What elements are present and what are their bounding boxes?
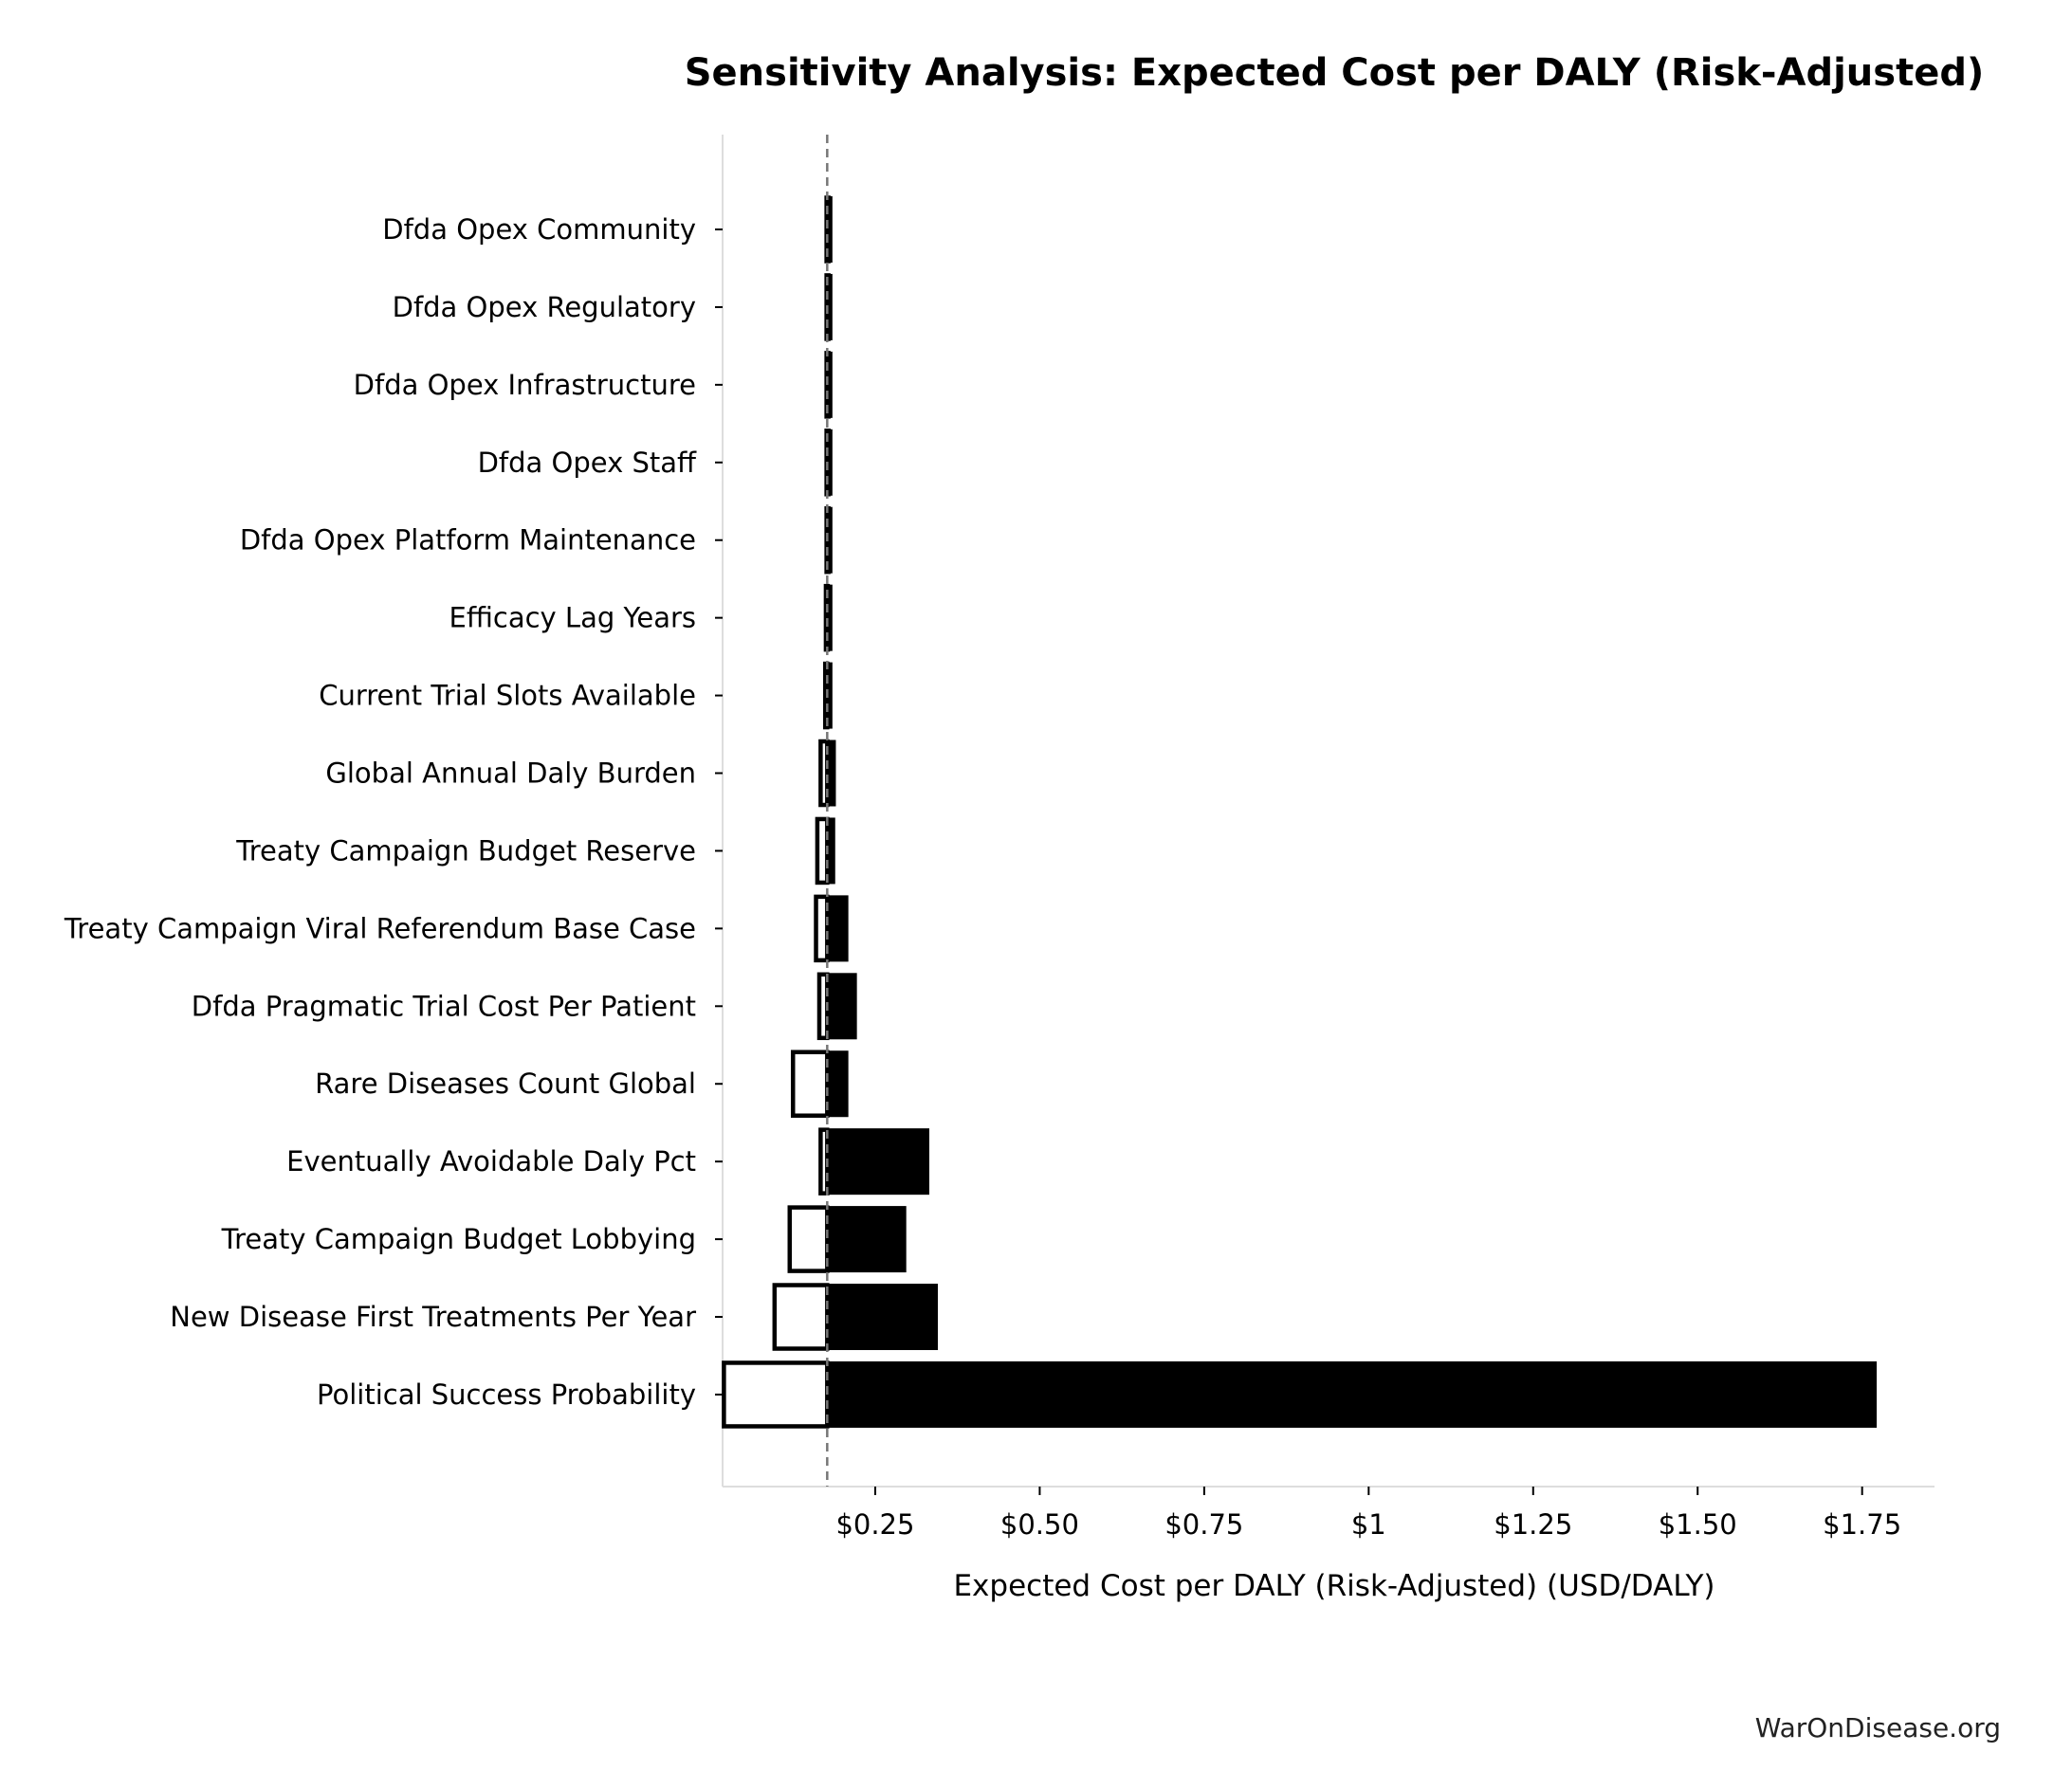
x-tick-label: $1.25 xyxy=(1494,1508,1572,1541)
bar-low xyxy=(815,816,830,885)
bar-high xyxy=(825,1360,1878,1428)
bar-low xyxy=(814,894,830,963)
y-tick-label: Dfda Opex Regulatory xyxy=(393,291,696,323)
bar-group xyxy=(722,195,1878,1429)
y-tick-label: Rare Diseases Count Global xyxy=(315,1068,696,1100)
x-tick-label: $0.25 xyxy=(835,1508,914,1541)
x-tick-label: $0.50 xyxy=(1000,1508,1079,1541)
y-tick-label: Dfda Opex Platform Maintenance xyxy=(240,524,696,557)
x-tick-label: $1 xyxy=(1351,1508,1386,1541)
y-tick-label: Treaty Campaign Budget Lobbying xyxy=(221,1223,696,1255)
plot-frame xyxy=(722,135,1934,1488)
bar-low xyxy=(790,1050,830,1118)
y-tick-label: Political Success Probability xyxy=(317,1378,696,1411)
y-tick-label: Current Trial Slots Available xyxy=(319,680,696,712)
source-watermark: WarOnDisease.org xyxy=(1755,1712,2001,1743)
bar-high xyxy=(825,1050,849,1118)
y-tick-label: Dfda Pragmatic Trial Cost Per Patient xyxy=(192,990,696,1022)
bar-low xyxy=(818,739,830,808)
x-tick-label: $0.75 xyxy=(1164,1508,1243,1541)
y-tick-label: Efficacy Lag Years xyxy=(449,602,696,634)
bar-high xyxy=(825,1284,938,1351)
bar-low xyxy=(722,1360,830,1429)
y-axis: Dfda Opex Community Dfda Opex Regulatory D… xyxy=(64,213,723,1411)
x-tick-label: $1.75 xyxy=(1823,1508,1901,1541)
y-tick-label: Global Annual Daly Burden xyxy=(325,758,696,790)
y-tick-label: Dfda Opex Staff xyxy=(478,447,697,479)
bar-high xyxy=(825,895,849,962)
bar-high xyxy=(825,1206,907,1273)
y-tick-label: Treaty Campaign Budget Reserve xyxy=(235,834,696,867)
y-tick-label: Treaty Campaign Viral Referendum Base Ca… xyxy=(64,912,696,944)
y-tick-label: Eventually Avoidable Daly Pct xyxy=(286,1145,696,1177)
bar-high xyxy=(825,1128,929,1196)
chart-title: Sensitivity Analysis: Expected Cost per … xyxy=(685,51,1985,95)
bar-low xyxy=(787,1205,830,1273)
x-axis: $0.25 $0.50 $0.75 $1 $1.25 $1.50 $1.75 xyxy=(835,1487,1901,1541)
x-axis-label: Expected Cost per DALY (Risk-Adjusted) (… xyxy=(953,1569,1714,1603)
y-tick-label: New Disease First Treatments Per Year xyxy=(170,1301,696,1333)
bar-low xyxy=(772,1283,830,1351)
bar-high xyxy=(825,973,857,1040)
x-tick-label: $1.50 xyxy=(1659,1508,1737,1541)
y-tick-label: Dfda Opex Infrastructure xyxy=(354,369,696,401)
y-tick-label: Dfda Opex Community xyxy=(382,213,696,246)
